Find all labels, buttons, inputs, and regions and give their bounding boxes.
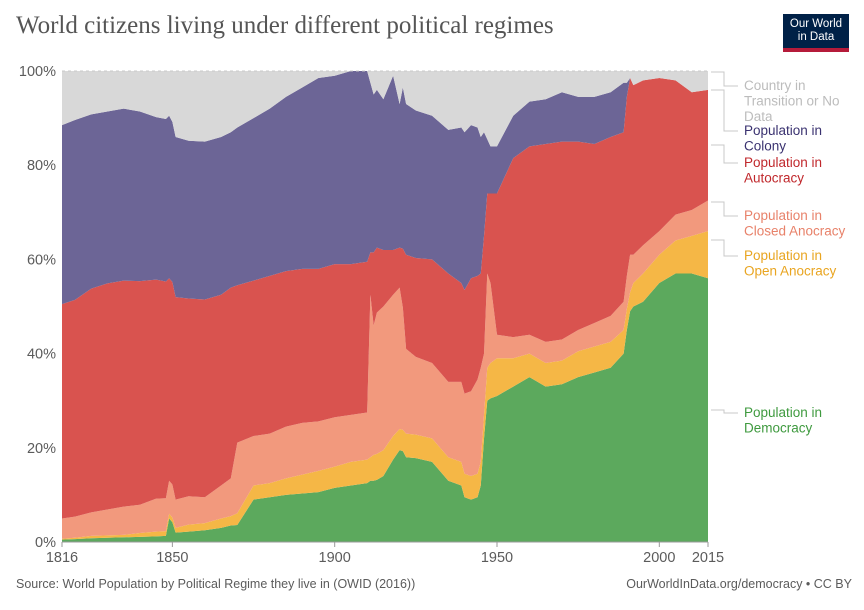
area-population-in-autocracy[interactable] bbox=[62, 78, 708, 519]
legend-label: Closed Anocracy bbox=[744, 224, 846, 239]
area-population-in-colony[interactable] bbox=[62, 71, 708, 305]
legend-label: Population in bbox=[744, 155, 822, 170]
y-axis-ticks: 0% 20% 40% 60% 80% 100% bbox=[19, 64, 708, 551]
area-country-in-transition-or-no-data[interactable] bbox=[62, 71, 708, 147]
y-tick-label: 20% bbox=[27, 441, 56, 457]
y-tick-label: 80% bbox=[27, 158, 56, 174]
y-tick-label: 40% bbox=[27, 347, 56, 363]
area-population-in-democracy[interactable] bbox=[62, 273, 708, 542]
legend-connector bbox=[711, 144, 738, 164]
area-series bbox=[62, 71, 708, 542]
legend-label: Autocracy bbox=[744, 171, 804, 186]
legend-label: Population in bbox=[744, 405, 822, 420]
y-tick-label: 100% bbox=[19, 64, 56, 80]
y-tick-label: 0% bbox=[35, 535, 56, 551]
legend-label: Transition or No bbox=[744, 94, 840, 109]
legend-connector bbox=[711, 201, 738, 217]
legend-label: Open Anocracy bbox=[744, 264, 837, 279]
legend-label: Country in bbox=[744, 78, 806, 93]
area-population-in-closed-anocracy[interactable] bbox=[62, 200, 708, 539]
legend-connector bbox=[711, 71, 738, 87]
attribution-link[interactable]: OurWorldInData.org/democracy • CC BY bbox=[626, 577, 852, 591]
chart-title: World citizens living under different po… bbox=[16, 12, 554, 39]
logo-accent-bar bbox=[783, 48, 849, 52]
y-tick-label: 60% bbox=[27, 252, 56, 268]
x-tick-label: 2015 bbox=[692, 550, 724, 566]
logo-line-2: in Data bbox=[797, 31, 835, 43]
legend-label: Population in bbox=[744, 248, 822, 263]
legend-label: Population in bbox=[744, 123, 822, 138]
x-tick-label: 1950 bbox=[481, 550, 513, 566]
legend-label: Data bbox=[744, 109, 773, 124]
x-axis-ticks: 1816 1850 1900 1950 2000 2015 bbox=[46, 541, 724, 566]
legend-label: Democracy bbox=[744, 421, 813, 436]
stacked-area-chart: 0% 20% 40% 60% 80% 100% 1816 1850 1900 1950 2000 2… bbox=[19, 64, 846, 566]
legend-label: Colony bbox=[744, 139, 786, 154]
x-tick-label: 1816 bbox=[46, 550, 78, 566]
legend-connector bbox=[711, 89, 738, 132]
source-note: Source: World Population by Political Re… bbox=[16, 577, 416, 591]
x-tick-label: 1900 bbox=[319, 550, 351, 566]
x-tick-label: 2000 bbox=[643, 550, 675, 566]
x-tick-label: 1850 bbox=[156, 550, 188, 566]
legend-label: Population in bbox=[744, 208, 822, 223]
logo-line-1: Our World bbox=[789, 18, 843, 30]
legend-connector bbox=[711, 239, 738, 257]
owid-logo[interactable]: Our World in Data bbox=[783, 14, 849, 52]
legend-connector bbox=[711, 409, 738, 414]
